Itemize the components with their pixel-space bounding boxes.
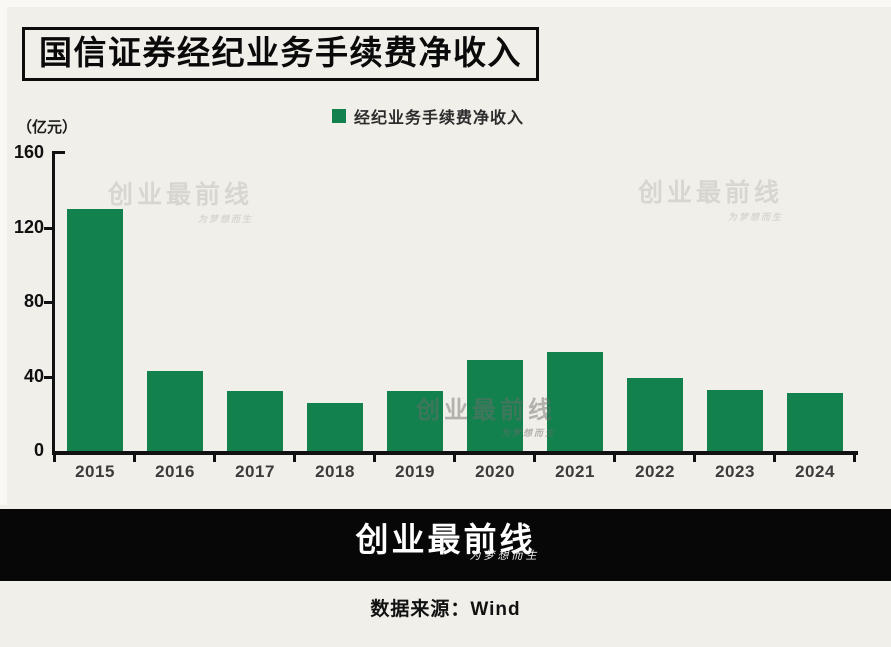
x-axis-tick bbox=[853, 453, 856, 462]
brand-band: 创业最前线 为梦想而生 bbox=[0, 509, 891, 581]
bar-2016 bbox=[147, 370, 203, 451]
bar-2015 bbox=[67, 208, 123, 451]
x-axis-tick bbox=[53, 453, 56, 462]
x-axis-tick bbox=[453, 453, 456, 462]
x-axis-label-2018: 2018 bbox=[315, 462, 355, 481]
x-axis-tick bbox=[773, 453, 776, 462]
y-axis-tick-label: 40 bbox=[23, 365, 44, 386]
edge-highlight-left bbox=[0, 0, 7, 505]
x-axis-label-2022: 2022 bbox=[635, 462, 675, 481]
chart-legend: 经纪业务手续费净收入 bbox=[332, 104, 524, 128]
bar-chart: 0 40 80 120 160 2015 2016 2017 2018 2019 2020 2021 2… bbox=[13, 142, 858, 481]
bar-2017 bbox=[227, 391, 283, 451]
bar-2019 bbox=[387, 391, 443, 451]
x-axis-tick bbox=[293, 453, 296, 462]
y-axis-tick bbox=[44, 226, 53, 230]
y-axis-tick-label: 80 bbox=[23, 291, 44, 311]
x-axis-label-2024: 2024 bbox=[795, 462, 835, 481]
bar-2021 bbox=[547, 352, 603, 451]
x-axis-label-2017: 2017 bbox=[235, 462, 275, 481]
y-axis-tick-label: 0 bbox=[33, 440, 44, 460]
legend-label: 经纪业务手续费净收入 bbox=[354, 110, 525, 127]
x-axis-tick bbox=[133, 453, 136, 462]
edge-highlight-top bbox=[0, 0, 891, 7]
bar-2022 bbox=[627, 378, 683, 451]
y-axis-line bbox=[52, 151, 55, 455]
y-axis-tick-label: 160 bbox=[13, 142, 44, 162]
x-axis-label-2021: 2021 bbox=[555, 462, 595, 481]
y-axis-unit-label: （亿元） bbox=[17, 119, 78, 136]
x-axis-tick bbox=[533, 453, 536, 462]
x-axis-label-2016: 2016 bbox=[155, 462, 195, 481]
page-title: 国信证券经纪业务手续费净收入 bbox=[39, 34, 522, 71]
bar-2018 bbox=[307, 402, 363, 451]
y-axis-top-cap bbox=[55, 151, 65, 154]
x-axis-label-2020: 2020 bbox=[475, 462, 515, 481]
legend-swatch-icon bbox=[332, 109, 346, 123]
bar-2024 bbox=[787, 393, 843, 451]
x-axis-label-2015: 2015 bbox=[75, 462, 115, 481]
x-axis-tick bbox=[373, 453, 376, 462]
brand-logo-text: 创业最前线 bbox=[355, 521, 536, 558]
data-source: 数据来源：Wind bbox=[370, 599, 521, 620]
y-axis-tick bbox=[44, 301, 53, 304]
bar-2023 bbox=[707, 389, 763, 451]
x-axis-label-2019: 2019 bbox=[395, 462, 435, 481]
y-axis-tick-label: 120 bbox=[13, 216, 44, 237]
brand-signature: 为梦想而生 bbox=[469, 550, 540, 562]
bar-2020 bbox=[467, 359, 523, 451]
page-title-box: 国信证券经纪业务手续费净收入 bbox=[22, 27, 539, 81]
x-axis-label-2023: 2023 bbox=[715, 462, 755, 481]
brand-logo: 创业最前线 为梦想而生 bbox=[355, 521, 537, 563]
x-axis-tick bbox=[213, 453, 216, 462]
y-axis-tick bbox=[44, 375, 53, 379]
x-axis-tick bbox=[613, 453, 616, 462]
x-axis-tick bbox=[693, 453, 696, 462]
